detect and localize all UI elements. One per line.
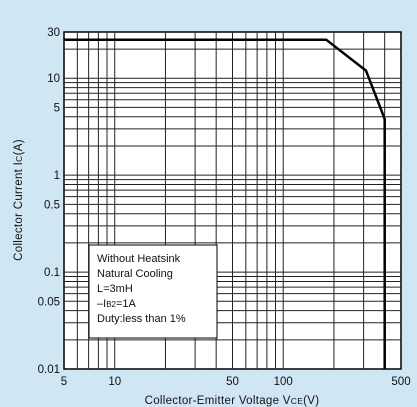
annotation-line-2: Natural Cooling [97, 268, 173, 280]
annotation-box [88, 244, 218, 339]
y-tick-label: 0.1 [44, 267, 60, 279]
safe-operating-area-curve [64, 38, 386, 369]
x-tick-label: 10 [108, 376, 121, 388]
x-tick-label: 50 [226, 376, 239, 388]
annotation-line-1: Without Heatsink [97, 253, 181, 265]
y-tick-label: 5 [54, 102, 60, 114]
y-tick-label: 30 [47, 27, 60, 39]
x-tick-label: 5 [61, 376, 67, 388]
y-axis-label: Collector Current IC(A) [13, 139, 25, 261]
tick-labels: 5 10 50 100 500 30 10 5 1 0.5 0.1 0.05 0.01 [38, 27, 411, 388]
annotation-line-4: –IB2=1A [97, 298, 137, 310]
x-tick-label: 500 [391, 376, 410, 388]
y-tick-label: 0.01 [38, 364, 60, 376]
y-tick-label: 0.5 [44, 199, 60, 211]
annotation-line-5: Duty:less than 1% [97, 313, 186, 325]
x-axis-label: Collector-Emitter Voltage VCE(V) [145, 395, 320, 407]
x-tick-label: 100 [274, 376, 293, 388]
y-tick-label: 0.05 [38, 296, 60, 308]
y-tick-label: 10 [47, 73, 60, 85]
y-tick-label: 1 [54, 170, 60, 182]
annotation-line-3: L=3mH [97, 283, 133, 295]
